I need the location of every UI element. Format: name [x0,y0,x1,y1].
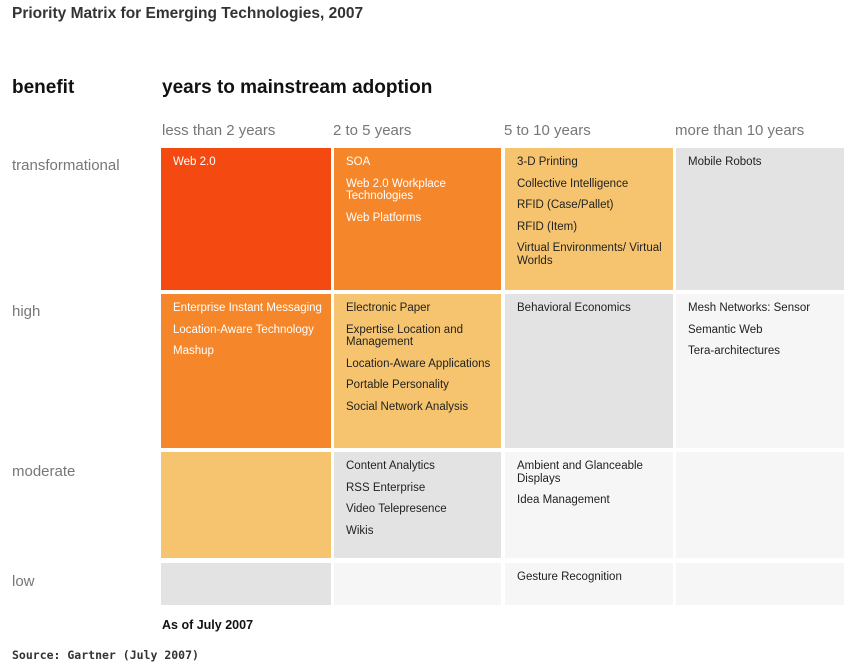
column-header-less-than-2-years: less than 2 years [162,122,276,139]
technology-item: Portable Personality [346,379,449,391]
row-header-transformational: transformational [12,157,120,174]
row-header-low: low [12,573,35,590]
technology-item: Collective Intelligence [517,177,629,190]
matrix-cell-moderate-col1 [161,452,331,558]
technology-item: Video Telepresence [346,503,447,515]
technology-item: Gesture Recognition [517,571,622,583]
row-header-moderate: moderate [12,463,76,480]
matrix-cell-moderate-col3: Ambient and Glanceable Displays Idea Mana… [505,452,673,558]
matrix-cell-high-col2: Electronic Paper Expertise Location and M… [334,294,501,448]
technology-item: Semantic Web [688,323,763,336]
matrix-cell-low-col3: Gesture Recognition [505,563,673,605]
matrix-cell-moderate-col2: Content Analytics RSS Enterprise Video Tel… [334,452,501,558]
technology-item: RFID (Item) [517,220,578,233]
technology-item: 3-D Printing [517,156,578,168]
matrix-cell-low-col1 [161,563,331,605]
matrix-cell-high-col4: Mesh Networks: Sensor Semantic Web Tera-ar… [676,294,844,448]
technology-item: Location-Aware Technology [173,323,314,336]
technology-item: Tera-architectures [688,345,781,357]
technology-item: Expertise Location and Management [346,323,463,349]
technology-item: Virtual Environments/ Virtual Worlds [517,242,662,267]
technology-item: Idea Management [517,494,610,506]
technology-item: Social Network Analysis [346,400,469,413]
technology-item: Mesh Networks: Sensor [688,302,811,314]
technology-item: Electronic Paper [346,302,431,314]
technology-item: Enterprise Instant Messaging [173,302,322,314]
as-of-note: As of July 2007 [162,618,254,632]
technology-item: Location-Aware Applications [346,357,491,370]
technology-item: Mashup [173,345,214,357]
benefit-axis-header: benefit [12,77,75,98]
technology-item: SOA [346,156,371,168]
technology-item: RSS Enterprise [346,481,426,494]
matrix-cell-high-col3: Behavioral Economics [505,294,673,448]
column-header-2-to-5-years: 2 to 5 years [333,122,412,139]
technology-item: Behavioral Economics [517,302,631,314]
technology-item: Web 2.0 Workplace Technologies [346,177,446,203]
matrix-cell-high-col1: Enterprise Instant Messaging Location-Awa… [161,294,331,448]
column-header-more-than-10-years: more than 10 years [675,122,805,139]
page-title: Priority Matrix for Emerging Technologie… [12,5,364,22]
technology-item: RFID (Case/Pallet) [517,199,614,211]
technology-item: Wikis [346,524,374,537]
matrix-cell-moderate-col4 [676,452,844,558]
technology-item: Content Analytics [346,460,435,472]
source-note: Source: Gartner (July 2007) [12,648,199,662]
technology-item: Web Platforms [346,211,422,224]
adoption-axis-header: years to mainstream adoption [162,77,433,98]
technology-item: Mobile Robots [688,156,762,168]
technology-item: Ambient and Glanceable Displays [517,460,643,485]
row-header-high: high [12,303,41,320]
matrix-cell-low-col4 [676,563,844,605]
column-header-5-to-10-years: 5 to 10 years [504,122,591,139]
matrix-cell-transformational-col4: Mobile Robots [676,148,844,290]
matrix-cell-low-col2 [334,563,501,605]
matrix-cell-transformational-col1: Web 2.0 [161,148,331,290]
matrix-cell-transformational-col3: 3-D Printing Collective Intelligence RFID … [505,148,673,290]
technology-item: Web 2.0 [173,156,216,168]
matrix-cell-transformational-col2: SOA Web 2.0 Workplace Technologies Web Pla… [334,148,501,290]
